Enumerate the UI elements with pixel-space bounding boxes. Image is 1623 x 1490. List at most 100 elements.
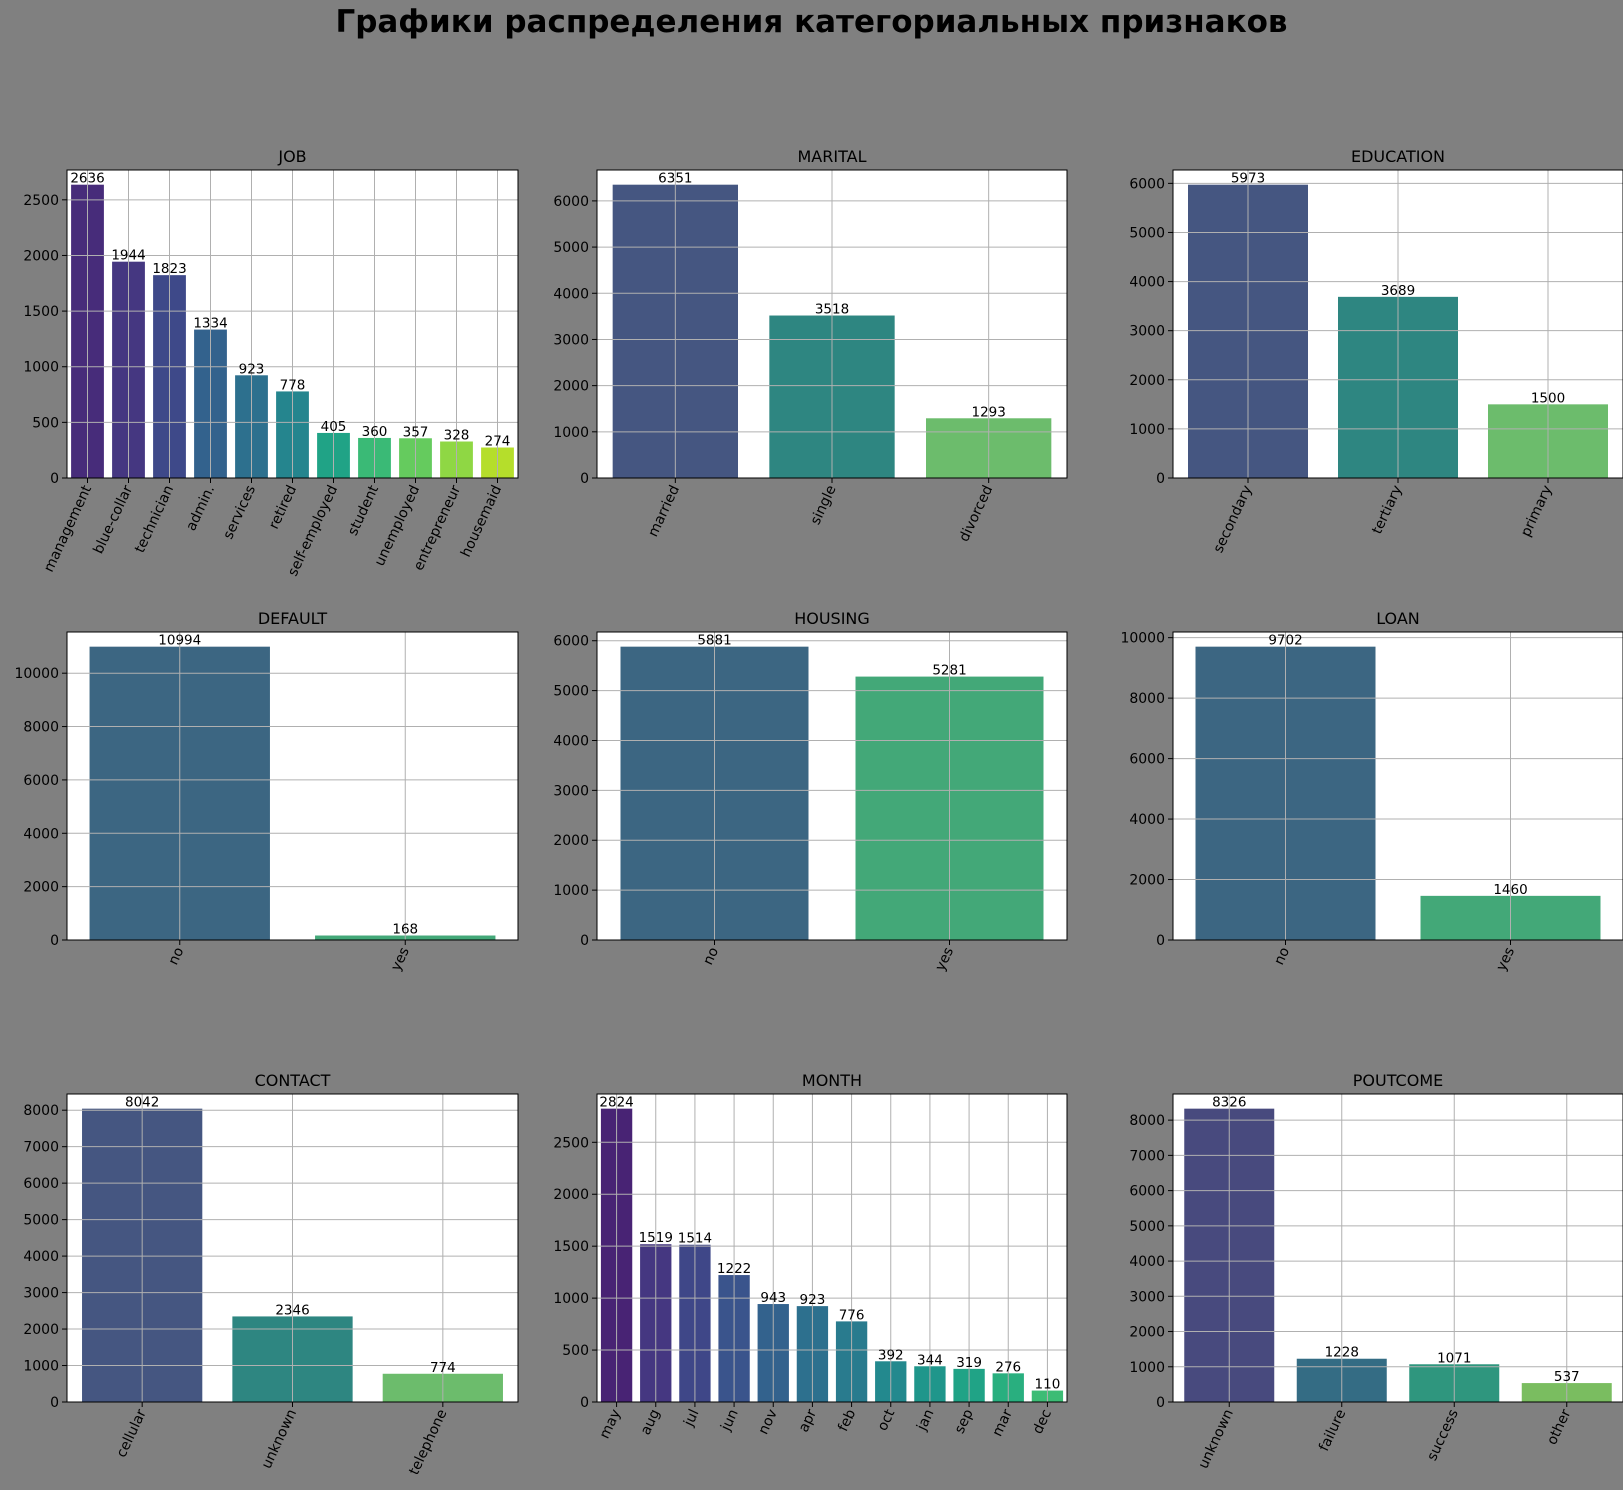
data-label: 1293 <box>971 404 1005 420</box>
axes-frame <box>596 1093 1068 1403</box>
chart-panel-marital: 0 1000 2000 3000 4000 5000 6000 6351 3518 1293 mar… <box>553 147 1068 544</box>
x-tick-label: nov <box>755 1407 780 1437</box>
y-tick-label: 4000 <box>1129 275 1165 291</box>
y-tick-label: 3000 <box>1129 1289 1165 1305</box>
y-tick-label: 6000 <box>1129 1184 1165 1200</box>
y-tick-label: 2000 <box>553 1187 589 1203</box>
y-tick-label: 1000 <box>553 883 589 899</box>
data-label: 360 <box>362 424 388 440</box>
x-tick-label: no <box>1271 945 1293 968</box>
chart-title: LOAN <box>1376 609 1420 628</box>
y-tick-label: 2000 <box>1129 1325 1165 1341</box>
y-tick-label: 1500 <box>553 1239 589 1255</box>
axes-frame <box>596 631 1068 941</box>
y-tick-label: 500 <box>562 1343 589 1359</box>
data-label: 1823 <box>152 261 186 277</box>
x-tick-label: other <box>1544 1407 1574 1448</box>
y-tick-label: 0 <box>1156 471 1165 487</box>
data-label: 10994 <box>158 633 201 649</box>
y-tick-label: 1000 <box>23 360 59 376</box>
y-tick-label: 1000 <box>553 425 589 441</box>
x-tick-label: yes <box>932 945 957 974</box>
x-tick-label: cellular <box>114 1407 150 1460</box>
x-tick-label: apr <box>796 1407 820 1435</box>
data-label: 5881 <box>697 633 731 649</box>
y-tick-label: 0 <box>1156 1395 1165 1411</box>
y-tick-label: 10000 <box>1120 631 1165 647</box>
y-tick-label: 6000 <box>23 773 59 789</box>
chart-title: EDUCATION <box>1351 147 1445 166</box>
data-label: 9702 <box>1268 633 1302 649</box>
data-label: 328 <box>444 428 470 444</box>
x-tick-label: jun <box>718 1407 742 1434</box>
y-tick-label: 4000 <box>553 733 589 749</box>
chart-title: HOUSING <box>794 609 870 628</box>
data-label: 2346 <box>275 1302 309 1318</box>
data-label: 943 <box>760 1290 786 1306</box>
data-label: 3518 <box>815 302 849 318</box>
y-tick-label: 8000 <box>1129 691 1165 707</box>
chart-panel-month: 0 500 1000 1500 2000 2500 2824 1519 1514 1222 943 9… <box>553 1071 1068 1441</box>
data-label: 8042 <box>125 1095 159 1111</box>
chart-panel-poutcome: 0 1000 2000 3000 4000 5000 6000 7000 8000 8326 122… <box>1129 1071 1623 1471</box>
y-tick-label: 2000 <box>23 880 59 896</box>
y-tick-label: 2000 <box>553 833 589 849</box>
data-label: 1334 <box>193 316 227 332</box>
y-tick-label: 1000 <box>1129 422 1165 438</box>
x-tick-label: yes <box>1493 945 1518 974</box>
y-tick-label: 2000 <box>23 248 59 264</box>
chart-panel-housing: 0 1000 2000 3000 4000 5000 6000 5881 5281 no yes HO… <box>553 609 1068 974</box>
y-tick-label: 8000 <box>1129 1113 1165 1129</box>
data-label: 392 <box>878 1347 904 1363</box>
x-tick-label: success <box>1424 1407 1462 1463</box>
x-tick-label: unknown <box>1195 1407 1236 1471</box>
data-label: 344 <box>917 1352 943 1368</box>
data-label: 774 <box>430 1360 456 1376</box>
y-tick-label: 5000 <box>23 1213 59 1229</box>
data-label: 5281 <box>932 663 966 679</box>
data-label: 276 <box>995 1359 1021 1375</box>
chart-title: MARITAL <box>798 147 867 166</box>
x-tick-label: secondary <box>1210 483 1255 556</box>
x-tick-label: admin. <box>183 483 218 534</box>
chart-panel-loan: 0 2000 4000 6000 8000 10000 9702 1460 no yes LOAN <box>1120 609 1623 974</box>
y-tick-label: 3000 <box>553 332 589 348</box>
chart-panel-education: 0 1000 2000 3000 4000 5000 6000 5973 3689 1500 sec… <box>1129 147 1623 555</box>
chart-panel-contact: 0 1000 2000 3000 4000 5000 6000 7000 8000 8042 234… <box>23 1071 519 1478</box>
x-tick-label: yes <box>388 945 413 974</box>
data-label: 274 <box>485 434 511 450</box>
y-tick-label: 7000 <box>1129 1148 1165 1164</box>
x-tick-label: divorced <box>956 483 996 544</box>
x-tick-label: technician <box>132 483 177 555</box>
data-label: 8326 <box>1212 1095 1246 1111</box>
data-label: 1514 <box>678 1231 712 1247</box>
x-tick-label: married <box>645 483 683 539</box>
data-label: 5973 <box>1231 171 1265 187</box>
data-label: 537 <box>1554 1369 1580 1385</box>
x-tick-label: no <box>700 945 722 968</box>
plot-area <box>597 1094 1067 1402</box>
y-tick-label: 4000 <box>1129 1254 1165 1270</box>
x-tick-label: management <box>41 482 95 574</box>
x-tick-label: single <box>808 483 840 527</box>
x-tick-label: telephone <box>406 1407 450 1478</box>
y-tick-label: 10000 <box>14 666 59 682</box>
data-label: 2636 <box>70 171 104 187</box>
y-tick-label: 3000 <box>553 783 589 799</box>
chart-title: DEFAULT <box>258 609 328 628</box>
y-tick-label: 1000 <box>1129 1360 1165 1376</box>
x-tick-label: retired <box>266 483 300 532</box>
figure-title: Графики распределения категориальных при… <box>335 4 1288 40</box>
y-tick-label: 6000 <box>553 194 589 210</box>
x-tick-label: tertiary <box>1369 483 1405 537</box>
data-label: 168 <box>392 922 418 938</box>
y-tick-label: 0 <box>580 1395 589 1411</box>
y-tick-label: 7000 <box>23 1140 59 1156</box>
y-tick-label: 500 <box>32 415 59 431</box>
data-label: 6351 <box>658 171 692 187</box>
y-tick-label: 6000 <box>23 1176 59 1192</box>
x-tick-label: jul <box>681 1407 703 1430</box>
chart-title: POUTCOME <box>1353 1071 1443 1090</box>
y-tick-label: 8000 <box>23 1103 59 1119</box>
data-label: 357 <box>403 424 429 440</box>
